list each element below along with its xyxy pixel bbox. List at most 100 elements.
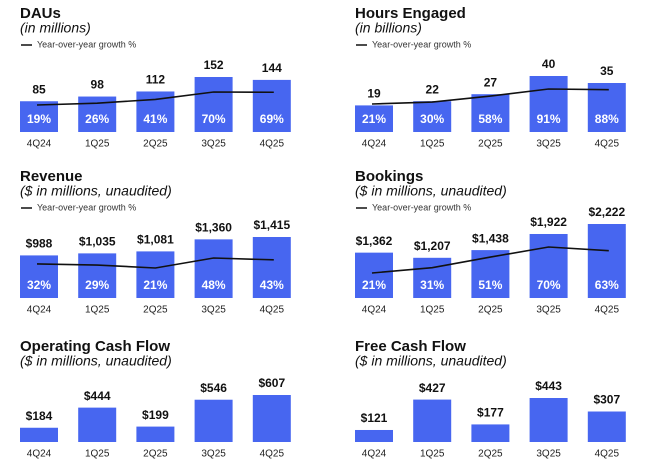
- bar: [529, 398, 568, 442]
- growth-label: 88%: [595, 112, 619, 126]
- bar: [471, 250, 510, 298]
- chart-subtitle: ($ in millions, unaudited): [355, 353, 507, 369]
- x-tick-label: 4Q24: [27, 305, 52, 316]
- x-tick-label: 2Q25: [143, 449, 168, 460]
- bar-value-label: $1,922: [530, 215, 567, 229]
- bar-value-label: 112: [146, 73, 166, 87]
- bar: [529, 233, 568, 298]
- bar-value-label: 85: [32, 82, 46, 96]
- bar-value-label: $177: [477, 406, 504, 420]
- growth-line: [36, 91, 274, 106]
- chart-subtitle: ($ in millions, unaudited): [20, 183, 172, 199]
- bar-value-label: 35: [600, 64, 614, 78]
- bar-value-label: $1,360: [195, 221, 232, 235]
- x-tick-label: 4Q25: [260, 139, 285, 150]
- chart-subtitle: ($ in millions, unaudited): [20, 353, 172, 369]
- growth-label: 31%: [420, 278, 444, 292]
- bar: [194, 239, 233, 298]
- bar-value-label: 40: [542, 57, 556, 71]
- chart-title: DAUs: [20, 5, 61, 22]
- bar-value-label: 152: [204, 58, 224, 72]
- bar-value-label: $546: [200, 381, 227, 395]
- growth-label: 29%: [85, 278, 109, 292]
- bar: [194, 399, 233, 442]
- x-tick-label: 4Q25: [595, 449, 620, 460]
- bar-value-label: $307: [593, 393, 620, 407]
- bar-value-label: $1,081: [137, 233, 174, 247]
- growth-label: 58%: [478, 112, 502, 126]
- bar: [355, 252, 393, 298]
- legend-label: Year-over-year growth %: [37, 39, 136, 49]
- bar-value-label: $1,207: [414, 239, 451, 253]
- chart-subtitle: (in billions): [355, 20, 422, 36]
- x-tick-label: 2Q25: [478, 305, 503, 316]
- bar-value-label: $2,222: [588, 205, 625, 219]
- chart-title: Hours Engaged: [355, 5, 466, 22]
- x-tick-label: 1Q25: [420, 305, 445, 316]
- bar: [587, 83, 626, 132]
- bar-value-label: $1,415: [253, 218, 290, 232]
- legend-label: Year-over-year growth %: [372, 39, 471, 49]
- bar: [471, 94, 510, 132]
- x-tick-label: 4Q24: [362, 305, 387, 316]
- bar: [413, 257, 452, 298]
- x-tick-label: 1Q25: [420, 139, 445, 150]
- x-tick-label: 2Q25: [478, 139, 503, 150]
- bar-value-label: 19: [367, 87, 381, 101]
- x-tick-label: 3Q25: [536, 449, 561, 460]
- growth-label: 21%: [143, 278, 167, 292]
- bar: [413, 399, 452, 442]
- bar: [136, 251, 175, 298]
- bar: [78, 253, 117, 298]
- bar: [20, 101, 58, 132]
- bar: [252, 237, 291, 298]
- bar-value-label: 27: [484, 75, 498, 89]
- bar: [252, 395, 291, 442]
- growth-label: 19%: [27, 112, 51, 126]
- x-tick-label: 4Q25: [595, 305, 620, 316]
- bar: [78, 407, 117, 442]
- growth-label: 70%: [537, 278, 561, 292]
- growth-label: 70%: [202, 112, 226, 126]
- chart-subtitle: (in millions): [20, 20, 91, 36]
- bar-value-label: $1,362: [356, 234, 393, 248]
- growth-label: 91%: [537, 112, 561, 126]
- bar: [529, 76, 568, 132]
- bar-value-label: 22: [426, 82, 440, 96]
- growth-label: 69%: [260, 112, 284, 126]
- bar: [471, 424, 510, 442]
- x-tick-label: 1Q25: [420, 449, 445, 460]
- bar-value-label: $1,035: [79, 235, 116, 249]
- legend-label: Year-over-year growth %: [37, 202, 136, 212]
- bar-value-label: 144: [262, 61, 282, 75]
- growth-line: [371, 88, 609, 105]
- x-tick-label: 4Q25: [260, 449, 285, 460]
- x-tick-label: 3Q25: [201, 139, 226, 150]
- growth-label: 41%: [143, 112, 167, 126]
- x-tick-label: 3Q25: [536, 305, 561, 316]
- bar: [194, 77, 233, 132]
- bar-value-label: $443: [535, 379, 562, 393]
- x-tick-label: 2Q25: [478, 449, 503, 460]
- bar-value-label: $121: [361, 411, 388, 425]
- x-tick-label: 3Q25: [536, 139, 561, 150]
- bar: [355, 105, 393, 132]
- bar-value-label: $444: [84, 389, 111, 403]
- x-tick-label: 3Q25: [201, 305, 226, 316]
- chart-subtitle: ($ in millions, unaudited): [355, 183, 507, 199]
- bar-value-label: 98: [91, 78, 105, 92]
- bar: [587, 224, 626, 298]
- bar: [587, 411, 626, 442]
- growth-label: 43%: [260, 278, 284, 292]
- x-tick-label: 2Q25: [143, 139, 168, 150]
- growth-label: 32%: [27, 278, 51, 292]
- growth-label: 21%: [362, 112, 386, 126]
- x-tick-label: 3Q25: [201, 449, 226, 460]
- bar-value-label: $988: [26, 237, 53, 251]
- bar-value-label: $1,438: [472, 231, 509, 245]
- chart-title: Revenue: [20, 168, 83, 185]
- x-tick-label: 1Q25: [85, 449, 110, 460]
- x-tick-label: 1Q25: [85, 139, 110, 150]
- bar: [355, 429, 393, 442]
- growth-label: 63%: [595, 278, 619, 292]
